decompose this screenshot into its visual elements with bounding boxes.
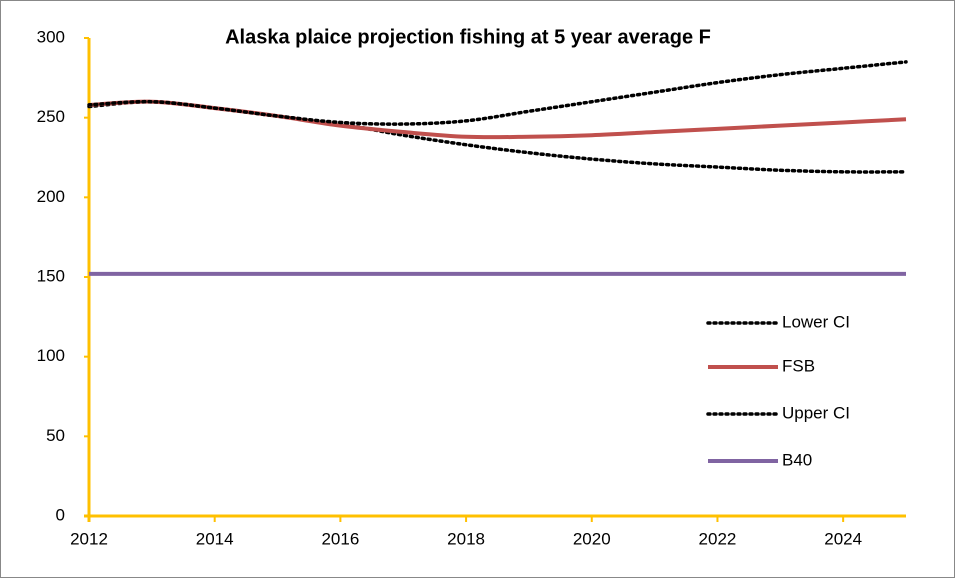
series-line	[87, 60, 908, 126]
y-tick-label: 50	[46, 426, 65, 445]
legend-label: B40	[782, 450, 812, 469]
chart-title: Alaska plaice projection fishing at 5 ye…	[225, 26, 711, 48]
x-tick-label: 2022	[699, 529, 737, 548]
y-tick-label: 200	[37, 187, 65, 206]
legend-label: FSB	[782, 356, 815, 375]
y-tick-label: 300	[37, 27, 65, 46]
x-tick-label: 2014	[196, 529, 234, 548]
x-tick-label: 2018	[447, 529, 485, 548]
y-tick-label: 250	[37, 107, 65, 126]
x-tick-label: 2020	[573, 529, 611, 548]
x-tick-label: 2012	[70, 529, 108, 548]
legend-label: Upper CI	[782, 403, 850, 422]
y-tick-label: 150	[37, 266, 65, 285]
x-tick-label: 2016	[321, 529, 359, 548]
y-tick-label: 100	[37, 346, 65, 365]
y-tick-label: 0	[56, 505, 65, 524]
x-tick-label: 2024	[824, 529, 862, 548]
legend-label: Lower CI	[782, 312, 850, 331]
